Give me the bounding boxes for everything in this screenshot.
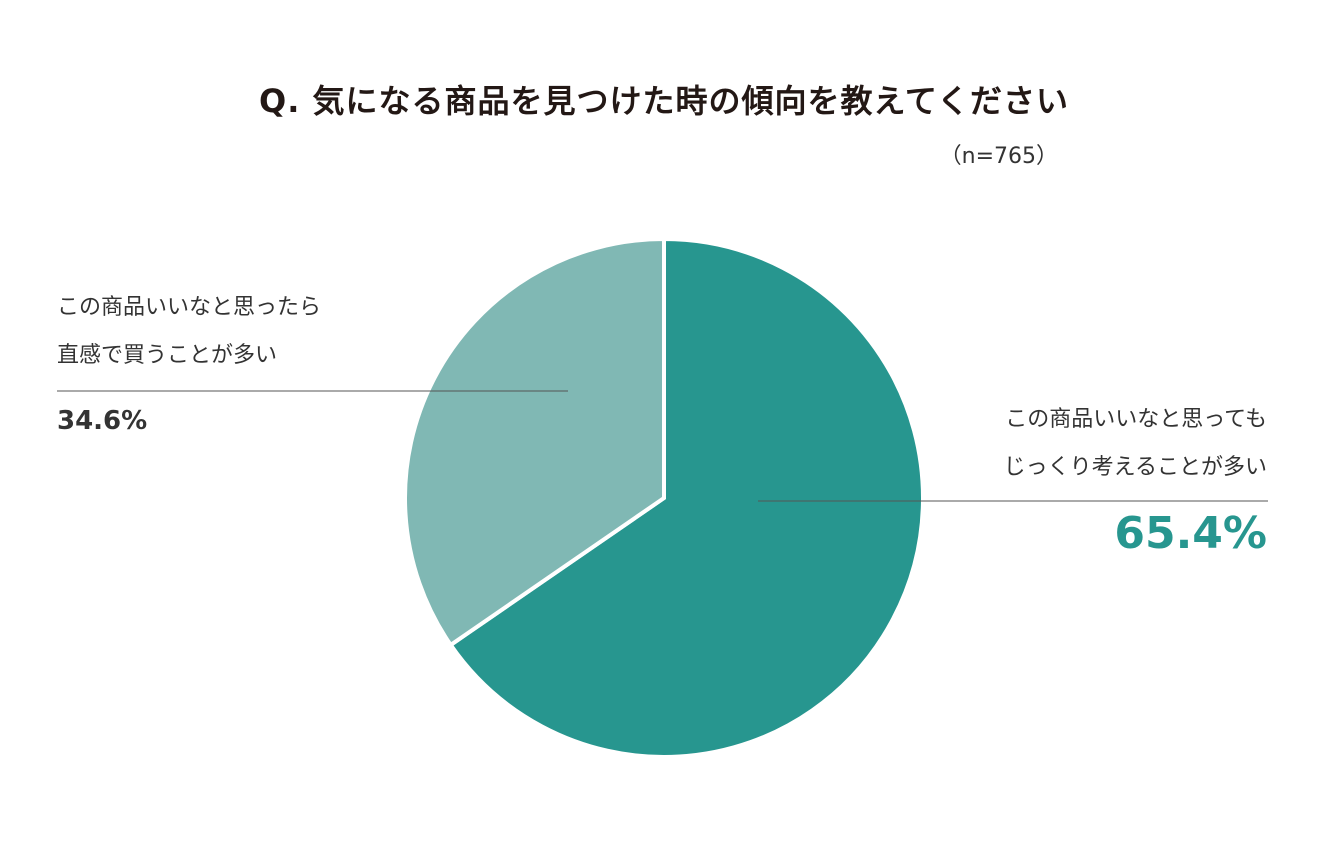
slice-value-deliberate: 65.4%	[1114, 508, 1267, 559]
sample-size-label: （n=765）	[939, 144, 1058, 169]
pie-slices	[403, 236, 925, 759]
pie-slice-deliberate	[447, 236, 925, 759]
slice-label-deliberate: この商品いいなと思っても じっくり考えることが多い	[747, 396, 1267, 492]
chart-title: Q. 気になる商品を見つけた時の傾向を教えてください	[259, 82, 1069, 120]
slice-label-deliberate-line1: この商品いいなと思っても	[1005, 407, 1267, 432]
slice-label-intuitive-line1: この商品いいなと思ったら	[57, 295, 322, 320]
slice-label-intuitive-line2: 直感で買うことが多い	[57, 343, 278, 368]
slice-value-intuitive: 34.6%	[57, 406, 148, 436]
slice-label-deliberate-line2: じっくり考えることが多い	[1003, 455, 1267, 480]
pie-slice-intuitive	[403, 236, 666, 648]
slice-label-intuitive: この商品いいなと思ったら 直感で買うことが多い	[57, 284, 577, 380]
leader-lines	[57, 390, 1268, 502]
